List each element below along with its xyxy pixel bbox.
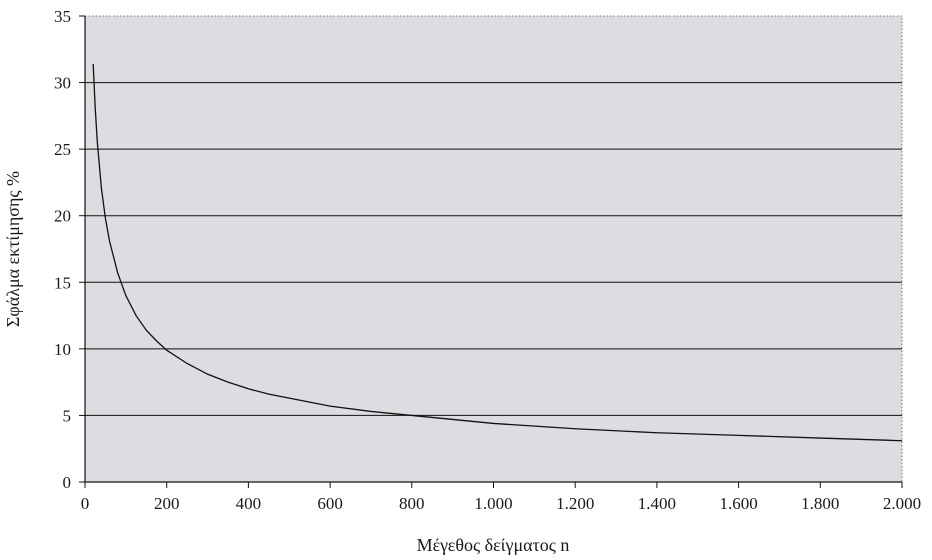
x-tick-label-600: 600 (317, 494, 343, 513)
x-tick-label-200: 200 (154, 494, 180, 513)
y-tick-label-0: 0 (63, 473, 72, 492)
x-tick-label-1200: 1.200 (556, 494, 594, 513)
x-tick-label-0: 0 (81, 494, 90, 513)
plot-area (85, 16, 902, 482)
x-tick-label-400: 400 (236, 494, 262, 513)
y-tick-label-30: 30 (54, 74, 71, 93)
y-axis-title: Σφάλμα εκτίμησης % (3, 171, 23, 327)
x-axis-title: Μέγεθος δείγματος n (417, 535, 570, 555)
x-axis-ticks: 0 200 400 600 800 1.000 1.200 1.400 1.600 1.800 2.… (81, 482, 921, 513)
x-tick-label-800: 800 (399, 494, 425, 513)
y-axis-ticks: 0 5 10 15 20 25 30 35 (54, 7, 85, 492)
series-line (92, 63, 903, 442)
y-tick-label-5: 5 (63, 406, 72, 425)
x-tick-label-1600: 1.600 (719, 494, 757, 513)
y-tick-label-10: 10 (54, 340, 71, 359)
y-tick-label-20: 20 (54, 207, 71, 226)
x-tick-label-1000: 1.000 (474, 494, 512, 513)
x-tick-label-1800: 1.800 (801, 494, 839, 513)
y-tick-label-25: 25 (54, 140, 71, 159)
y-tick-label-15: 15 (54, 273, 71, 292)
x-tick-label-1400: 1.400 (638, 494, 676, 513)
grid-lines (85, 82, 902, 416)
y-tick-label-35: 35 (54, 7, 71, 26)
x-tick-label-2000: 2.000 (883, 494, 921, 513)
